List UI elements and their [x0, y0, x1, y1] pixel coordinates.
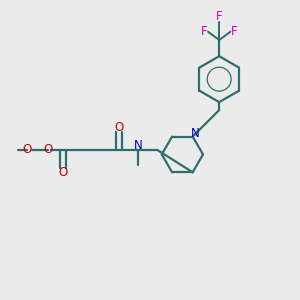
Text: O: O [58, 167, 68, 179]
Text: O: O [115, 121, 124, 134]
Text: F: F [231, 25, 237, 38]
Text: F: F [216, 10, 223, 23]
Text: N: N [191, 127, 200, 140]
Text: N: N [134, 139, 142, 152]
Text: F: F [201, 25, 208, 38]
Text: O: O [22, 143, 32, 156]
Text: O: O [44, 143, 53, 156]
